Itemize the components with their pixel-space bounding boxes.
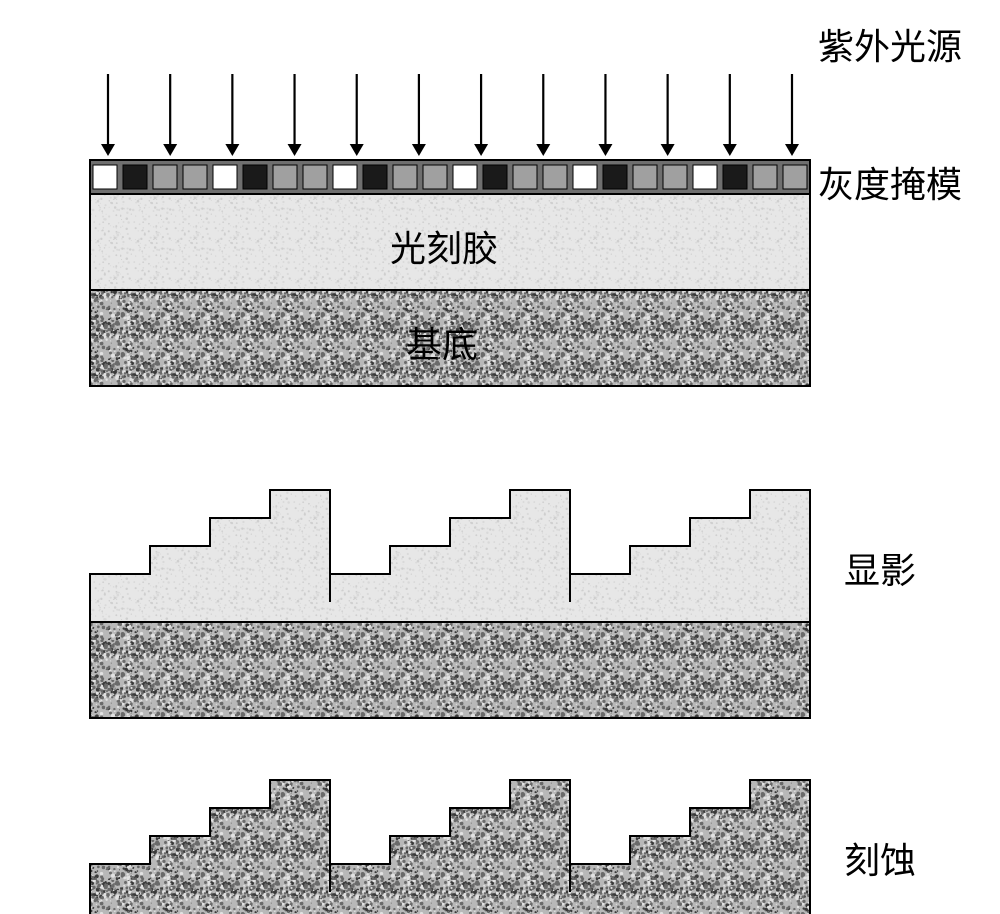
develop-substrate: [90, 622, 810, 718]
uv-arrow-head: [288, 144, 302, 156]
mask-cell: [123, 165, 147, 189]
mask-cell: [723, 165, 747, 189]
mask-cell: [363, 165, 387, 189]
uv-arrow-head: [661, 144, 675, 156]
label-substrate: 基底: [406, 316, 478, 368]
mask-cell: [153, 165, 177, 189]
uv-arrow-head: [474, 144, 488, 156]
mask-cell: [603, 165, 627, 189]
mask-cell: [543, 165, 567, 189]
etch-substrate-fill: [90, 780, 810, 914]
mask-cell: [513, 165, 537, 189]
uv-arrow-head: [536, 144, 550, 156]
mask-cell: [393, 165, 417, 189]
uv-arrow-head: [785, 144, 799, 156]
label-uv-source: 紫外光源: [818, 18, 962, 70]
mask-cell: [213, 165, 237, 189]
label-grayscale-mask: 灰度掩模: [818, 156, 962, 208]
mask-cell: [333, 165, 357, 189]
label-develop: 显影: [844, 542, 916, 594]
uv-arrow-head: [412, 144, 426, 156]
uv-arrow-head: [350, 144, 364, 156]
mask-cell: [693, 165, 717, 189]
mask-cell: [483, 165, 507, 189]
uv-arrow-head: [598, 144, 612, 156]
diagram-canvas: 紫外光源灰度掩模光刻胶基底显影刻蚀: [0, 0, 1000, 914]
uv-arrow-head: [163, 144, 177, 156]
develop-photoresist-profile: [90, 490, 810, 622]
panel-etch: [90, 780, 810, 914]
label-photoresist: 光刻胶: [390, 220, 498, 272]
mask-cell: [783, 165, 807, 189]
label-etch: 刻蚀: [844, 832, 916, 884]
uv-arrow-head: [101, 144, 115, 156]
mask-cell: [753, 165, 777, 189]
mask-cell: [183, 165, 207, 189]
mask-cell: [423, 165, 447, 189]
mask-cell: [243, 165, 267, 189]
mask-cell: [273, 165, 297, 189]
uv-arrow-head: [723, 144, 737, 156]
panel-develop: [90, 490, 810, 718]
mask-cell: [573, 165, 597, 189]
mask-cell: [303, 165, 327, 189]
mask-cell: [93, 165, 117, 189]
mask-cell: [633, 165, 657, 189]
mask-cell: [453, 165, 477, 189]
uv-arrow-head: [225, 144, 239, 156]
mask-cell: [663, 165, 687, 189]
